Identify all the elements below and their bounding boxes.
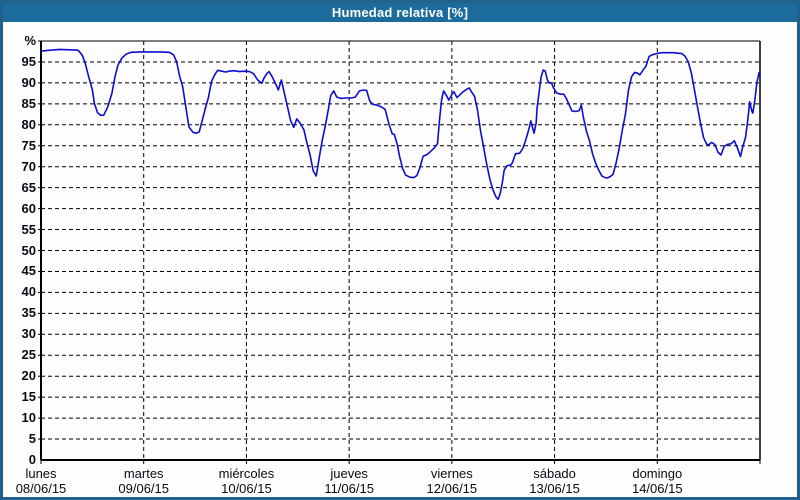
day-date: 13/06/15 (529, 481, 580, 496)
y-tick-label: 30 (21, 326, 36, 342)
x-tick-label: lunes 08/06/15 (0, 466, 89, 496)
y-tick-label: 75 (21, 137, 36, 153)
y-tick-label: 70 (21, 158, 36, 174)
y-tick-label: 90 (21, 74, 36, 90)
y-tick-label: 65 (21, 179, 36, 195)
y-tick-label: 35 (21, 305, 36, 321)
day-name: lunes (25, 466, 57, 481)
day-date: 11/06/15 (324, 481, 374, 496)
day-date: 14/06/15 (631, 481, 683, 496)
y-tick-label: 60 (21, 200, 36, 216)
y-tick-label: 85 (21, 95, 36, 111)
day-name: sábado (533, 466, 576, 481)
y-tick-label: 25 (21, 347, 36, 363)
day-name: viernes (430, 466, 473, 481)
day-date: 12/06/15 (426, 481, 478, 496)
title-bar: Humedad relativa [%] (3, 3, 797, 22)
y-tick-label: 55 (21, 221, 36, 237)
day-name: domingo (632, 466, 683, 481)
day-date: 08/06/15 (15, 481, 67, 496)
day-date: 10/06/15 (221, 481, 272, 496)
y-tick-label: 95 (21, 53, 36, 69)
chart-title: Humedad relativa [%] (331, 5, 469, 20)
x-tick-label: jueves 11/06/15 (301, 466, 397, 496)
y-tick-label: 20 (21, 368, 36, 384)
y-tick-label: 50 (21, 242, 36, 258)
y-tick-label: 5 (28, 431, 36, 447)
y-tick-label: 15 (21, 389, 36, 405)
y-tick-label: 40 (21, 284, 36, 300)
x-tick-label: viernes 12/06/15 (404, 466, 500, 496)
humidity-line-chart (38, 40, 761, 464)
x-tick-label: miércoles 10/06/15 (198, 466, 294, 496)
x-tick-label: domingo 14/06/15 (609, 466, 705, 496)
y-tick-label: 45 (21, 263, 36, 279)
chart-area: % 95 90 85 80 75 70 65 60 55 50 45 40 35 30 25 20 15 10 5 0 l… (3, 22, 797, 497)
y-axis-unit-label: % (24, 33, 36, 48)
y-tick-label: 10 (21, 410, 36, 426)
x-tick-label: sábado 13/06/15 (507, 466, 603, 496)
day-name: miércoles (218, 466, 275, 481)
x-tick-label: martes 09/06/15 (96, 466, 192, 496)
humidity-series-line (40, 48, 761, 201)
day-date: 09/06/15 (118, 481, 169, 496)
day-name: martes (123, 466, 164, 481)
y-tick-label: 0 (28, 452, 36, 467)
day-name: jueves (330, 466, 368, 481)
y-tick-label: 80 (21, 116, 36, 132)
